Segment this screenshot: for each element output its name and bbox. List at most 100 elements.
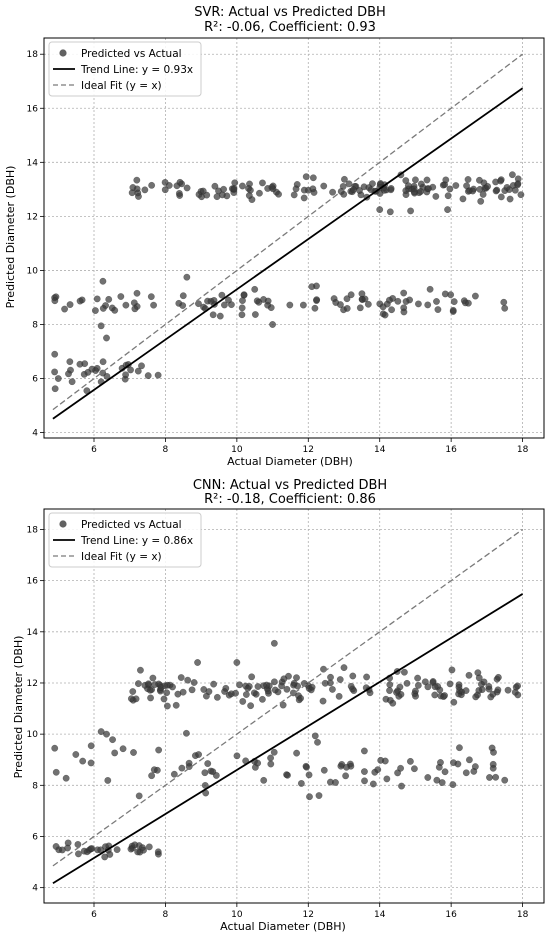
cnn-data-point — [244, 684, 252, 692]
svr-data-point — [464, 176, 472, 183]
svr-data-point — [216, 312, 224, 320]
cnn-data-point — [149, 674, 157, 682]
cnn-data-point — [247, 702, 255, 710]
svr-y-tick-label: 12 — [27, 212, 38, 222]
cnn-data-point — [177, 674, 185, 681]
svr-data-point — [175, 190, 183, 197]
svr-data-point — [259, 179, 266, 187]
svr-x-tick-label: 14 — [374, 445, 386, 455]
svr-data-point — [99, 277, 107, 285]
svr-data-point — [66, 301, 74, 308]
cnn-data-point — [194, 659, 201, 666]
svr-scatter-points — [51, 171, 525, 395]
cnn-data-point — [278, 682, 285, 690]
cnn-data-point — [119, 745, 127, 753]
cnn-data-point — [154, 848, 162, 856]
cnn-data-point — [213, 693, 221, 701]
svr-x-tick-label: 6 — [91, 445, 97, 455]
svr-data-point — [367, 186, 375, 194]
svr-data-point — [356, 304, 364, 312]
cnn-data-point — [113, 846, 121, 853]
cnn-data-point — [147, 694, 154, 702]
cnn-legend-label-ideal: Ideal Fit (y = x) — [81, 551, 162, 563]
cnn-data-point — [170, 770, 178, 778]
svr-chart-panel: 6 8 10 12 14 16 18 4 6 8 10 12 14 16 18 Predicted vs Ac… — [4, 5, 545, 468]
svr-data-point — [93, 295, 101, 303]
cnn-data-point — [431, 683, 439, 691]
svr-data-point — [449, 306, 457, 314]
svr-data-point — [347, 291, 355, 299]
cnn-data-point — [242, 691, 250, 698]
cnn-data-point — [315, 792, 323, 799]
cnn-data-point — [195, 751, 202, 758]
svr-data-point — [459, 195, 467, 203]
svr-y-tick-label: 6 — [32, 375, 38, 385]
svr-data-point — [99, 305, 107, 312]
cnn-data-point — [321, 679, 329, 687]
cnn-data-point — [233, 659, 241, 666]
cnn-data-point — [448, 666, 456, 674]
cnn-legend-label-points: Predicted vs Actual — [81, 519, 182, 531]
svr-data-point — [361, 295, 369, 303]
cnn-data-point — [150, 766, 158, 774]
cnn-data-point — [485, 683, 493, 690]
cnn-x-tick-label: 10 — [231, 910, 243, 920]
svr-data-point — [148, 181, 156, 189]
cnn-data-point — [349, 672, 357, 680]
cnn-data-point — [340, 664, 348, 672]
cnn-data-point — [462, 769, 470, 777]
cnn-data-point — [51, 744, 59, 752]
cnn-data-point — [456, 744, 463, 752]
svr-data-point — [105, 295, 113, 303]
cnn-data-point — [462, 687, 470, 694]
cnn-data-point — [179, 688, 187, 696]
svr-data-point — [452, 182, 460, 189]
cnn-data-point — [412, 692, 419, 700]
svr-x-tick-label: 18 — [517, 445, 529, 455]
svr-data-point — [501, 304, 509, 312]
cnn-data-point — [514, 682, 521, 690]
cnn-data-point — [478, 680, 485, 688]
cnn-data-point — [135, 792, 143, 800]
cnn-data-point — [465, 756, 473, 764]
cnn-data-point — [437, 759, 444, 766]
svr-data-point — [388, 306, 395, 314]
cnn-data-point — [424, 774, 432, 781]
svr-data-point — [329, 188, 336, 196]
svr-data-point — [144, 372, 152, 380]
cnn-chart-title: CNN: Actual vs Predicted DBH — [193, 478, 387, 493]
svr-data-point — [503, 184, 511, 191]
cnn-data-point — [87, 742, 95, 750]
cnn-data-point — [80, 847, 88, 855]
cnn-data-point — [184, 676, 192, 684]
svr-data-point — [122, 371, 130, 379]
svr-data-point — [434, 306, 442, 313]
cnn-data-point — [297, 694, 305, 702]
svr-data-point — [450, 298, 458, 306]
cnn-data-point — [130, 749, 137, 756]
cnn-data-point — [103, 730, 110, 738]
svr-data-point — [343, 305, 351, 312]
svr-data-point — [138, 362, 145, 370]
cnn-data-point — [259, 695, 266, 703]
cnn-data-point — [377, 756, 385, 764]
cnn-data-point — [254, 683, 262, 690]
cnn-data-point — [347, 682, 355, 690]
cnn-data-point — [314, 738, 321, 746]
svr-data-point — [76, 360, 84, 368]
svr-data-point — [394, 297, 402, 305]
cnn-data-point — [271, 686, 279, 694]
cnn-data-point — [134, 848, 142, 856]
cnn-data-point — [88, 845, 96, 852]
cnn-y-tick-label: 14 — [27, 628, 39, 638]
svr-data-point — [300, 194, 308, 202]
svr-data-point — [231, 179, 239, 187]
svr-data-point — [61, 305, 68, 313]
svr-data-point — [179, 302, 187, 309]
svr-data-point — [415, 300, 422, 308]
svr-data-point — [66, 358, 74, 366]
svr-plot-area — [44, 38, 544, 438]
cnn-data-point — [335, 692, 343, 700]
svr-data-point — [251, 311, 259, 318]
